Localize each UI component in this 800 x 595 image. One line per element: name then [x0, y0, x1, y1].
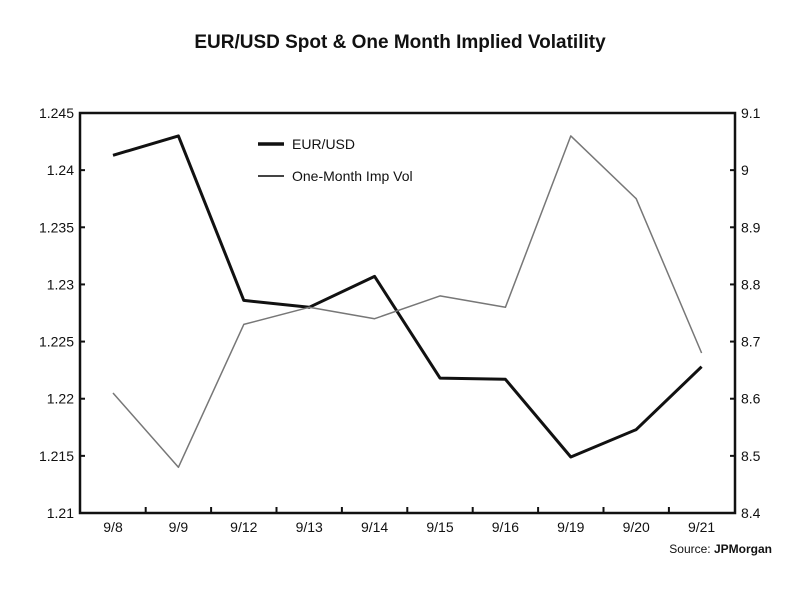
- left-axis-tick-label: 1.215: [39, 448, 74, 464]
- left-axis-tick-label: 1.21: [47, 505, 74, 521]
- right-axis-tick-label: 9: [741, 162, 749, 178]
- left-axis-tick-label: 1.22: [47, 391, 74, 407]
- right-axis-tick-label: 8.8: [741, 276, 761, 292]
- x-axis-tick-label: 9/16: [492, 519, 519, 535]
- right-axis-tick-label: 9.1: [741, 105, 761, 121]
- right-axis-tick-label: 8.6: [741, 391, 761, 407]
- x-axis-tick-label: 9/13: [296, 519, 323, 535]
- source-name: JPMorgan: [714, 542, 772, 556]
- left-axis-tick-label: 1.235: [39, 219, 74, 235]
- x-axis-tick-label: 9/9: [169, 519, 189, 535]
- x-axis-tick-label: 9/15: [426, 519, 453, 535]
- x-axis-tick-label: 9/14: [361, 519, 388, 535]
- left-axis-tick-label: 1.24: [47, 162, 74, 178]
- right-axis-tick-label: 8.7: [741, 334, 761, 350]
- left-axis-tick-label: 1.225: [39, 334, 74, 350]
- source-note: Source: JPMorgan: [669, 542, 772, 556]
- x-axis-tick-label: 9/12: [230, 519, 257, 535]
- legend: EUR/USD One-Month Imp Vol: [258, 136, 413, 184]
- x-axis-tick-label: 9/19: [557, 519, 584, 535]
- series-line-eurusd: [113, 136, 702, 457]
- chart-title: EUR/USD Spot & One Month Implied Volatil…: [194, 32, 606, 53]
- legend-label-vol: One-Month Imp Vol: [292, 168, 413, 184]
- x-axis-tick-label: 9/20: [623, 519, 650, 535]
- x-axis-tick-label: 9/21: [688, 519, 715, 535]
- series-line-imp-vol: [113, 136, 702, 467]
- legend-label-eurusd: EUR/USD: [292, 136, 355, 152]
- right-axis-tick-label: 8.9: [741, 219, 761, 235]
- right-axis-tick-label: 8.5: [741, 448, 761, 464]
- x-axis-tick-label: 9/8: [103, 519, 123, 535]
- left-axis-tick-label: 1.23: [47, 276, 74, 292]
- source-label: Source:: [669, 542, 710, 556]
- left-axis-tick-label: 1.245: [39, 105, 74, 121]
- right-axis-tick-label: 8.4: [741, 505, 761, 521]
